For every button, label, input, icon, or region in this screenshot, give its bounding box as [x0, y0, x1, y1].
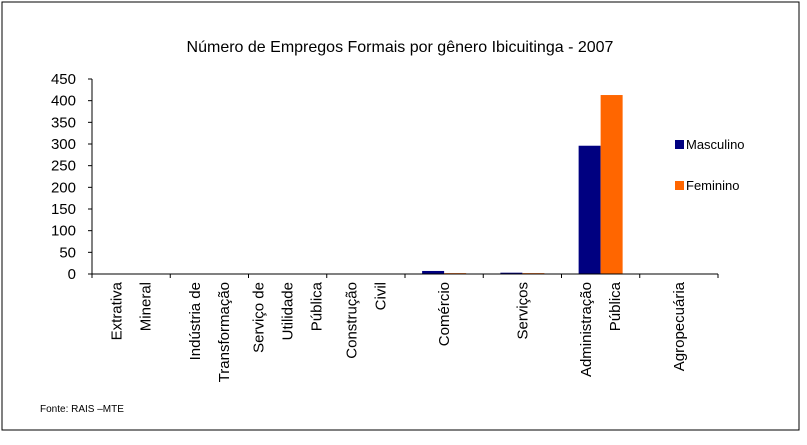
- y-tick-label: 200: [51, 179, 76, 196]
- x-tick-label: Extrativa Mineral: [109, 281, 155, 340]
- x-tick-label: Indústria de Transformação: [187, 282, 233, 382]
- x-tick-label: Comércio: [436, 282, 453, 346]
- y-tick-label: 400: [51, 93, 76, 110]
- x-tick-label: Agropecuária: [671, 281, 688, 371]
- x-tick-label: Serviço de Utilidade Pública: [251, 281, 326, 353]
- chart-title: Número de Empregos Formais por gênero Ib…: [187, 39, 614, 56]
- x-tick-label: Administração Pública: [578, 281, 624, 377]
- legend-label: Feminino: [686, 178, 739, 193]
- legend-swatch: [675, 181, 684, 190]
- y-tick-label: 350: [51, 114, 76, 131]
- legend-swatch: [675, 140, 684, 149]
- x-tick-label: Construção Civil: [343, 282, 389, 359]
- y-tick-label: 0: [68, 266, 76, 283]
- y-tick-label: 100: [51, 223, 76, 240]
- bar: [600, 95, 623, 275]
- y-tick-label: 50: [59, 244, 76, 261]
- y-tick-label: 300: [51, 136, 76, 153]
- bar: [422, 270, 445, 274]
- source-note: Fonte: RAIS –MTE: [40, 404, 124, 415]
- bar: [578, 145, 601, 274]
- bar: [500, 272, 523, 274]
- y-tick-label: 250: [51, 158, 76, 175]
- y-tick-label: 150: [51, 201, 76, 218]
- chart-frame: [1, 1, 800, 431]
- x-tick-label: Serviços: [514, 282, 531, 340]
- y-tick-label: 450: [51, 71, 76, 88]
- legend-label: Masculino: [686, 137, 745, 152]
